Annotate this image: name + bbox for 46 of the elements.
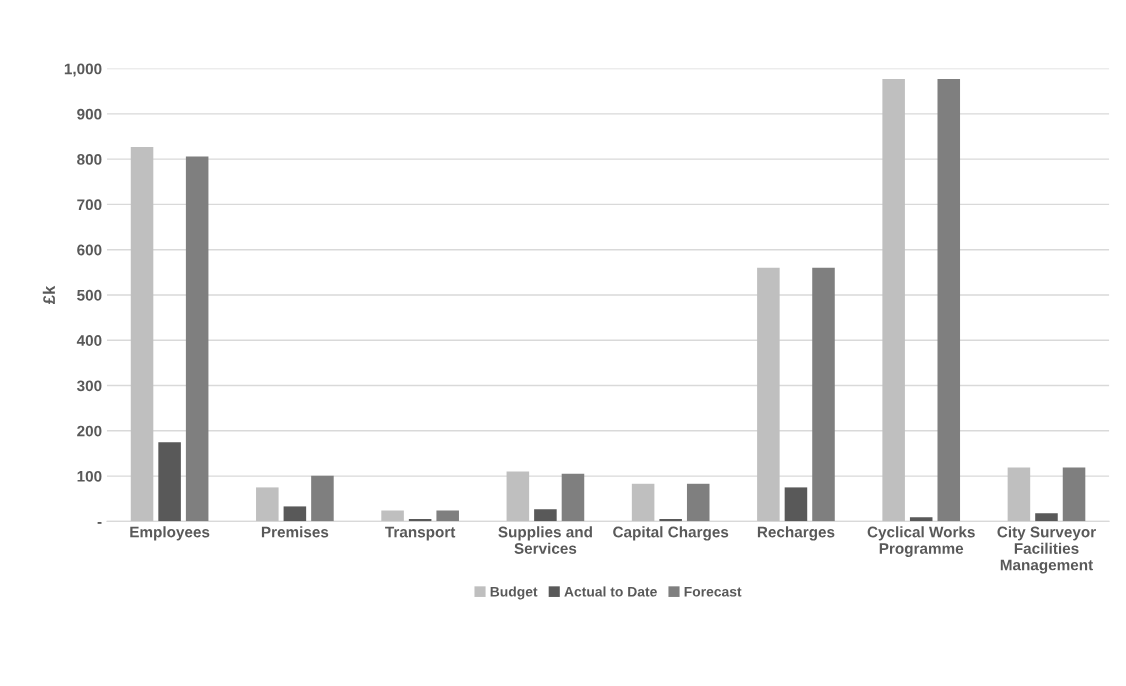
- bar: [381, 510, 404, 522]
- bar: [686, 483, 710, 522]
- y-axis-title: £k: [42, 285, 55, 305]
- x-tick-label: Premises: [261, 526, 329, 538]
- legend-label: Actual to Date: [564, 586, 657, 597]
- x-tick-label: City Surveyor Facilities Management: [997, 526, 1096, 574]
- bar: [256, 487, 279, 522]
- bar: [130, 146, 154, 522]
- y-tick-label: 600: [77, 244, 102, 256]
- bar: [659, 519, 682, 522]
- bar: [158, 442, 181, 522]
- bar: [757, 267, 780, 522]
- bar: [1007, 467, 1031, 522]
- legend-label: Forecast: [684, 586, 742, 597]
- x-tick-label: Capital Charges: [613, 526, 729, 541]
- x-tick-label: Cyclical Works Programme: [867, 526, 975, 557]
- y-tick-label: 700: [77, 199, 102, 211]
- y-tick-label: 500: [77, 289, 102, 301]
- x-tick-label: Transport: [385, 526, 456, 541]
- y-tick-label: -: [97, 522, 102, 524]
- bar: [561, 473, 585, 522]
- bar: [436, 510, 459, 522]
- bar: [631, 483, 655, 522]
- x-tick-label: Employees: [130, 526, 210, 541]
- bar: [534, 509, 557, 522]
- bar: [506, 471, 530, 522]
- y-tick-label: 200: [77, 425, 102, 437]
- y-tick-label: 800: [77, 154, 102, 165]
- bar: [283, 506, 307, 522]
- legend-label: Budget: [490, 586, 538, 600]
- y-tick-label: 400: [76, 335, 102, 346]
- bar: [882, 79, 905, 522]
- bar: [812, 267, 835, 522]
- bar: [909, 517, 933, 522]
- bar: [1062, 467, 1086, 522]
- bar: [937, 79, 961, 522]
- x-tick-label: Supplies and Services: [498, 526, 592, 554]
- x-tick-label: Recharges: [757, 526, 835, 541]
- bar: [1035, 513, 1058, 522]
- y-tick-label: 300: [76, 380, 102, 392]
- y-tick-label: 100: [77, 470, 102, 482]
- bar: [784, 487, 808, 522]
- bar: [311, 475, 334, 522]
- bar: [185, 156, 209, 522]
- y-tick-label: 900: [77, 108, 102, 120]
- y-tick-label: 1,000: [64, 63, 102, 77]
